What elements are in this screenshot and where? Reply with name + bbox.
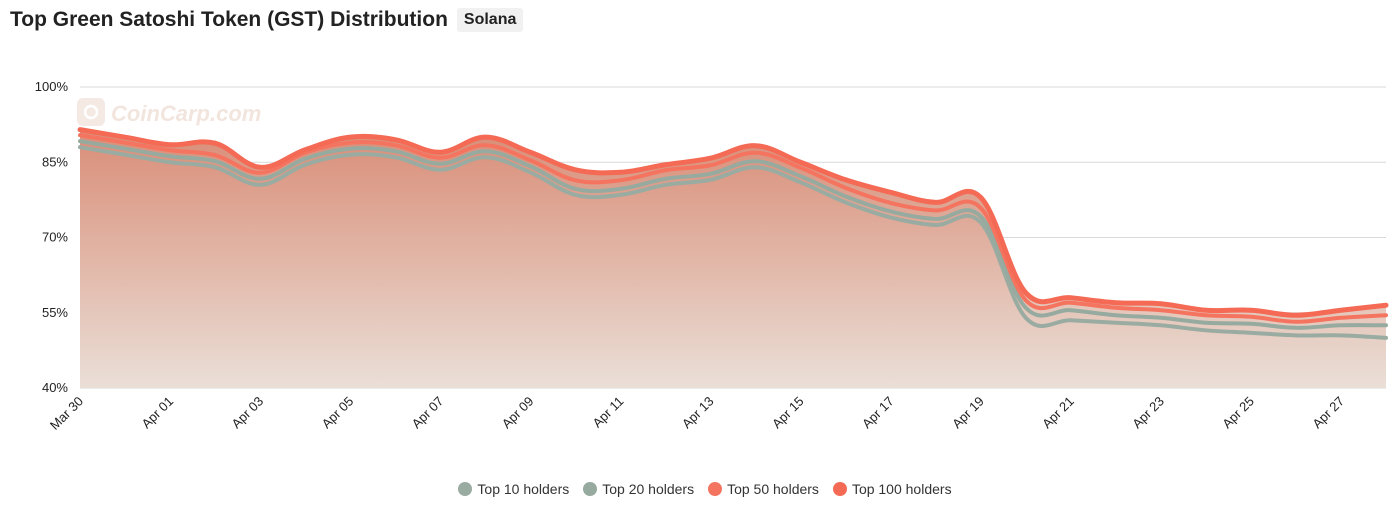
x-tick-label: Apr 25	[1219, 394, 1257, 432]
legend-item-top-50-holders[interactable]: Top 50 holders	[708, 481, 819, 497]
watermark-text: CoinCarp.com	[111, 101, 261, 126]
x-tick-label: Apr 05	[319, 394, 357, 432]
legend-dot-icon	[458, 482, 473, 496]
legend-label: Top 100 holders	[851, 481, 952, 497]
y-axis: 40% 55% 70% 85% 100%	[35, 79, 69, 395]
chart-header: Top Green Satoshi Token (GST) Distributi…	[10, 4, 524, 36]
series-line-top-100-holders[interactable]	[77, 127, 1389, 318]
x-tick-label: Apr 15	[769, 394, 807, 432]
legend-item-top-10-holders[interactable]: Top 10 holders	[458, 481, 569, 497]
legend-dot-icon	[583, 482, 598, 496]
x-tick-label: Apr 01	[138, 394, 176, 432]
watermark: CoinCarp.com	[77, 98, 261, 126]
chart-title: Top Green Satoshi Token (GST) Distributi…	[10, 8, 448, 31]
x-tick-label: Apr 11	[590, 394, 627, 431]
chain-badge: Solana	[456, 8, 524, 32]
x-axis: Mar 30 Apr 01 Apr 03 Apr 05 Apr 07 Apr 09 Apr …	[47, 394, 1347, 433]
x-tick-label: Apr 21	[1039, 394, 1077, 432]
series-line-top-20-holders[interactable]	[78, 139, 1388, 330]
x-tick-label: Apr 19	[949, 394, 987, 432]
x-tick-label: Apr 27	[1309, 394, 1347, 432]
series-lines	[77, 127, 1389, 340]
legend-item-top-20-holders[interactable]: Top 20 holders	[583, 481, 694, 497]
distribution-chart: CoinCarp.com 40% 55% 70% 85% 100% Mar 30 Apr …	[35, 79, 1389, 433]
y-tick-label: 70%	[42, 230, 68, 245]
x-tick-label: Apr 07	[409, 394, 447, 432]
legend-item-top-100-holders[interactable]: Top 100 holders	[832, 481, 952, 497]
x-tick-label: Apr 23	[1129, 394, 1167, 432]
series-line-top-10-holders[interactable]	[78, 145, 1388, 340]
x-tick-label: Apr 13	[679, 394, 717, 432]
legend-label: Top 50 holders	[727, 481, 819, 497]
y-tick-label: 55%	[42, 305, 68, 320]
coincarp-logo-icon	[77, 98, 105, 126]
chart-legend: Top 10 holders Top 20 holders Top 50 holde…	[0, 481, 1400, 497]
x-tick-label: Apr 03	[229, 394, 267, 432]
y-tick-label: 40%	[42, 380, 68, 395]
x-tick-label: Apr 17	[859, 394, 897, 432]
y-tick-label: 100%	[35, 79, 69, 94]
x-tick-label: Mar 30	[47, 394, 86, 433]
legend-dot-icon	[708, 482, 723, 496]
legend-dot-icon	[832, 482, 847, 496]
legend-label: Top 20 holders	[602, 481, 695, 497]
series-line-top-50-holders[interactable]	[78, 133, 1388, 324]
y-tick-label: 85%	[42, 154, 68, 169]
x-tick-label: Apr 09	[499, 394, 537, 432]
legend-label: Top 10 holders	[477, 481, 570, 497]
